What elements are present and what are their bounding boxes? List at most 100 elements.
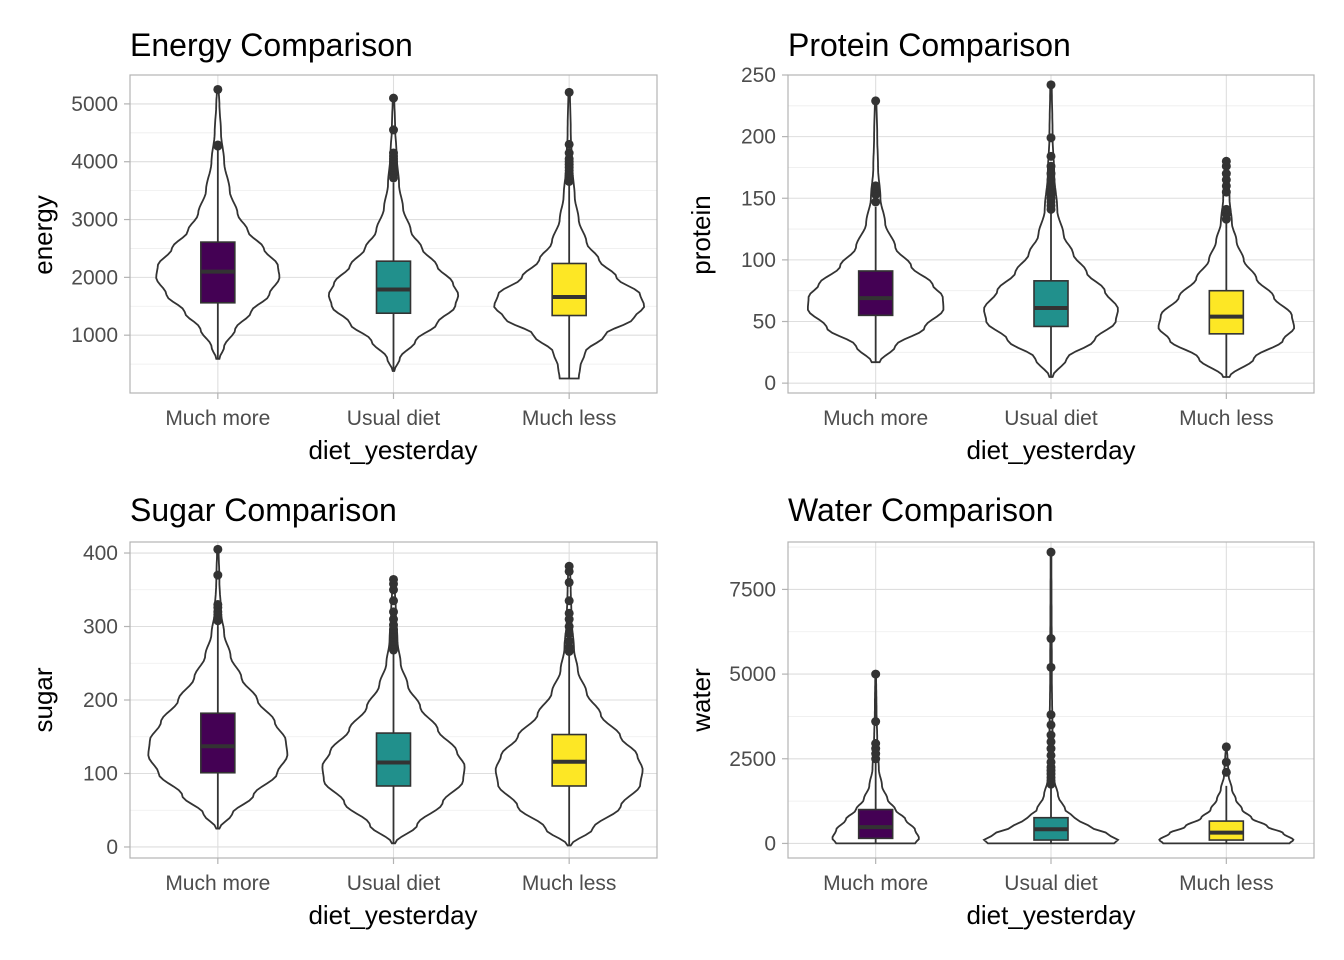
violin-group xyxy=(1158,742,1295,845)
x-tick-label: Usual diet xyxy=(347,872,441,895)
outlier-point xyxy=(1046,175,1056,185)
outlier-point xyxy=(1221,187,1231,197)
x-tick-label: Much less xyxy=(1179,872,1274,895)
panel-border xyxy=(787,541,1315,859)
outlier-point xyxy=(1046,757,1056,767)
y-axis-title-sugar: sugar xyxy=(28,667,58,732)
y-tick-label: 100 xyxy=(741,249,776,272)
outlier-point xyxy=(564,577,574,587)
chart-title-energy: Energy Comparison xyxy=(130,27,413,63)
y-tick-label: 2000 xyxy=(71,266,118,289)
box-iqr xyxy=(200,712,236,774)
outlier-point xyxy=(389,574,398,584)
outlier-point xyxy=(564,561,574,571)
outlier-point xyxy=(389,125,398,135)
outlier-point xyxy=(1046,169,1056,179)
y-tick-label: 50 xyxy=(753,311,776,334)
box-iqr xyxy=(1208,289,1245,335)
y-tick-label: 300 xyxy=(83,616,118,639)
x-tick-label: Much more xyxy=(823,872,928,895)
outlier-point xyxy=(1221,156,1231,166)
y-tick-label: 250 xyxy=(741,64,776,87)
y-tick-label: 3000 xyxy=(71,209,118,232)
outlier-point xyxy=(389,607,398,617)
violin-group xyxy=(494,561,644,847)
outlier-point xyxy=(389,148,398,158)
outlier-point xyxy=(1221,175,1231,185)
x-axis-title-sugar: diet_yesterday xyxy=(308,900,477,930)
x-axis-title-water: diet_yesterday xyxy=(966,900,1135,930)
outlier-point xyxy=(213,84,223,94)
x-tick-label: Much more xyxy=(165,872,270,895)
x-axis-title-energy: diet_yesterday xyxy=(308,435,477,465)
outlier-point xyxy=(1046,737,1056,747)
outlier-point xyxy=(1221,204,1231,214)
outlier-point xyxy=(1046,662,1056,672)
outlier-point xyxy=(871,96,881,106)
violin-group xyxy=(493,87,646,380)
outlier-point xyxy=(564,629,574,639)
panel-border xyxy=(787,74,1315,394)
chart-title-water: Water Comparison xyxy=(788,492,1054,528)
box-iqr xyxy=(551,262,587,317)
y-tick-label: 400 xyxy=(83,542,118,565)
outlier-point xyxy=(1046,710,1056,720)
outlier-point xyxy=(564,139,574,149)
outlier-point xyxy=(389,93,398,103)
chart-title-protein: Protein Comparison xyxy=(788,27,1071,63)
box-iqr xyxy=(1208,820,1245,841)
x-tick-label: Usual diet xyxy=(1004,407,1098,430)
box-iqr xyxy=(375,732,412,787)
outlier-point xyxy=(564,622,574,632)
outlier-point xyxy=(213,570,223,580)
y-tick-label: 5000 xyxy=(729,663,776,686)
violin-group xyxy=(983,80,1119,378)
x-tick-label: Much less xyxy=(522,872,617,895)
y-axis-title-protein: protein xyxy=(686,195,716,275)
x-tick-label: Much more xyxy=(165,407,270,430)
plot-area-protein: 0 50 100 150 200 250 Much more Usual diet Much l… xyxy=(741,64,1315,430)
y-tick-label: 4000 xyxy=(71,151,118,174)
plot-area-water: 0 2500 5000 7500 Much more Usual diet Much les… xyxy=(729,541,1315,895)
panel-border xyxy=(129,541,658,859)
outlier-point xyxy=(1046,161,1056,171)
y-tick-label: 0 xyxy=(764,372,776,395)
outlier-point xyxy=(1046,80,1056,90)
outlier-point xyxy=(871,197,881,207)
outlier-point xyxy=(213,140,223,150)
outlier-point xyxy=(213,599,223,609)
outlier-point xyxy=(1221,181,1231,191)
x-tick-label: Usual diet xyxy=(1004,872,1098,895)
y-axis-title-energy: energy xyxy=(28,195,58,275)
outlier-point xyxy=(1221,757,1231,767)
violin-group xyxy=(807,96,945,364)
y-tick-label: 0 xyxy=(106,836,118,859)
outlier-point xyxy=(1046,730,1056,740)
outlier-point xyxy=(389,596,398,606)
outlier-point xyxy=(564,608,574,618)
outlier-point xyxy=(1221,767,1231,777)
box-iqr xyxy=(857,270,894,317)
violin-group xyxy=(147,544,289,830)
y-axis-title-water: water xyxy=(686,668,716,733)
violin-group xyxy=(155,84,281,360)
x-tick-label: Much less xyxy=(1179,407,1274,430)
x-axis-title-protein: diet_yesterday xyxy=(966,435,1135,465)
y-tick-label: 1000 xyxy=(71,324,118,347)
panel-protein: Protein Comparison protein diet_yesterda… xyxy=(686,27,1315,465)
violin-group xyxy=(327,93,460,372)
outlier-point xyxy=(1046,133,1056,143)
x-tick-label: Much less xyxy=(522,407,617,430)
panel-water: Water Comparison water diet_yesterday 0 2… xyxy=(686,492,1315,930)
y-tick-label: 100 xyxy=(83,762,118,785)
plot-area-sugar: 0 100 200 300 400 Much more Usual diet Much les… xyxy=(83,541,658,895)
outlier-point xyxy=(389,614,398,624)
panel-energy: Energy Comparison energy diet_yesterday … xyxy=(28,27,658,465)
outlier-point xyxy=(871,181,881,191)
outlier-point xyxy=(871,717,881,727)
box-iqr xyxy=(375,260,412,315)
outlier-point xyxy=(564,87,574,97)
outlier-point xyxy=(871,739,881,749)
outlier-point xyxy=(564,148,574,158)
